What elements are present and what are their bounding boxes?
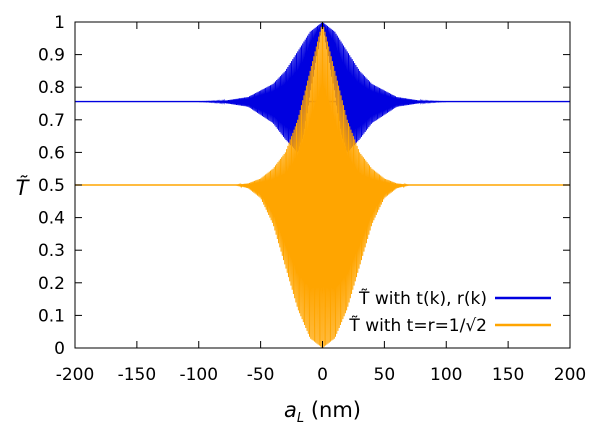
y-tick-label: 0.9	[38, 46, 65, 66]
y-tick-label: 0.6	[38, 143, 65, 163]
legend-label-1: T̃ with t(k), r(k)	[358, 288, 487, 309]
x-axis-label-symbol: a	[284, 398, 297, 422]
x-axis-label: aL (nm)	[284, 398, 361, 426]
x-tick-label: -50	[247, 365, 275, 385]
y-tick-label: 0.2	[38, 274, 65, 294]
ticks-layer	[74, 21, 571, 349]
y-axis-label: T̃	[16, 175, 31, 200]
y-tick-label: 0.7	[38, 111, 65, 131]
x-axis-label-unit: (nm)	[304, 398, 361, 422]
y-tick-label: 1	[54, 13, 65, 33]
y-tick-label: 0.1	[38, 306, 65, 326]
y-tick-label: 0.4	[38, 209, 65, 229]
legend-label-2: T̃ with t=r=1/√2	[348, 315, 487, 336]
x-tick-label: 100	[430, 365, 462, 385]
x-tick-label: 50	[374, 365, 396, 385]
x-tick-label: -100	[179, 365, 218, 385]
y-tick-label: 0.8	[38, 78, 65, 98]
y-tick-label: 0.5	[38, 176, 65, 196]
y-tick-label: 0	[54, 339, 65, 359]
x-tick-label: 150	[492, 365, 524, 385]
x-tick-label: -200	[56, 365, 95, 385]
legend: T̃ with t(k), r(k) T̃ with t=r=1/√2	[348, 288, 551, 336]
x-axis-label-subscript: L	[297, 411, 304, 426]
x-tick-label: 0	[317, 365, 328, 385]
labels-layer: -200 -150 -100 -50 0 50 100 150 200 0 0.1 0.2 0.3 0.4…	[16, 13, 587, 426]
x-tick-label: 200	[554, 365, 586, 385]
y-tick-label: 0.3	[38, 241, 65, 261]
x-tick-label: -150	[118, 365, 157, 385]
